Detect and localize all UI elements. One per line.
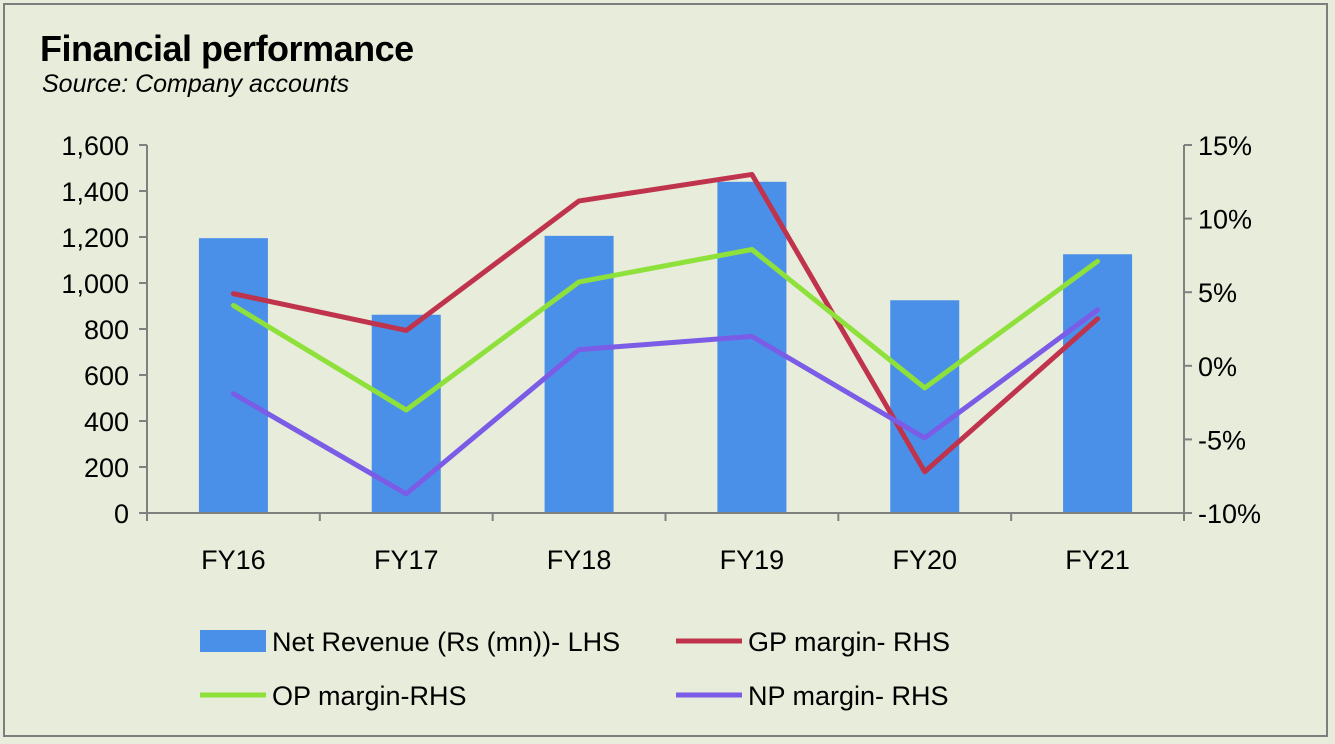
right-tick-label: 0% bbox=[1198, 352, 1237, 382]
bar-fy19 bbox=[717, 181, 787, 514]
left-tick-label: 400 bbox=[84, 407, 129, 437]
right-tick-label: -5% bbox=[1198, 425, 1246, 455]
x-tick-label: FY16 bbox=[201, 545, 266, 575]
x-tick-label: FY18 bbox=[547, 545, 612, 575]
bar-fy17 bbox=[371, 314, 441, 513]
legend-label: OP margin-RHS bbox=[272, 681, 467, 711]
left-tick-label: 1,400 bbox=[61, 177, 129, 207]
legend-swatch-bar bbox=[200, 630, 266, 652]
left-tick-label: 1,200 bbox=[61, 223, 129, 253]
left-tick-label: 0 bbox=[114, 499, 129, 529]
x-tick-label: FY20 bbox=[892, 545, 957, 575]
series-line-np-margin-rhs bbox=[230, 307, 1101, 497]
right-tick-label: -10% bbox=[1198, 499, 1261, 529]
chart-title: Financial performance bbox=[40, 28, 414, 69]
series-line-op-margin-rhs bbox=[230, 247, 1101, 413]
x-tick-label: FY21 bbox=[1065, 545, 1130, 575]
series-line-gp-margin-rhs bbox=[230, 171, 1101, 475]
legend-label: Net Revenue (Rs (mn))- LHS bbox=[272, 627, 620, 657]
chart-subtitle: Source: Company accounts bbox=[42, 70, 350, 98]
left-tick-label: 1,600 bbox=[61, 131, 129, 161]
bar-fy16 bbox=[198, 238, 268, 513]
legend-label: NP margin- RHS bbox=[748, 681, 949, 711]
left-tick-label: 600 bbox=[84, 361, 129, 391]
x-tick-label: FY17 bbox=[374, 545, 439, 575]
right-tick-label: 10% bbox=[1198, 205, 1252, 235]
left-tick-label: 200 bbox=[84, 453, 129, 483]
legend-label: GP margin- RHS bbox=[748, 627, 950, 657]
left-tick-label: 1,000 bbox=[61, 269, 129, 299]
bar-fy21 bbox=[1063, 254, 1133, 513]
right-tick-label: 15% bbox=[1198, 131, 1252, 161]
left-tick-label: 800 bbox=[84, 315, 129, 345]
right-tick-label: 5% bbox=[1198, 278, 1237, 308]
bar-fy20 bbox=[890, 300, 960, 513]
x-tick-label: FY19 bbox=[720, 545, 785, 575]
